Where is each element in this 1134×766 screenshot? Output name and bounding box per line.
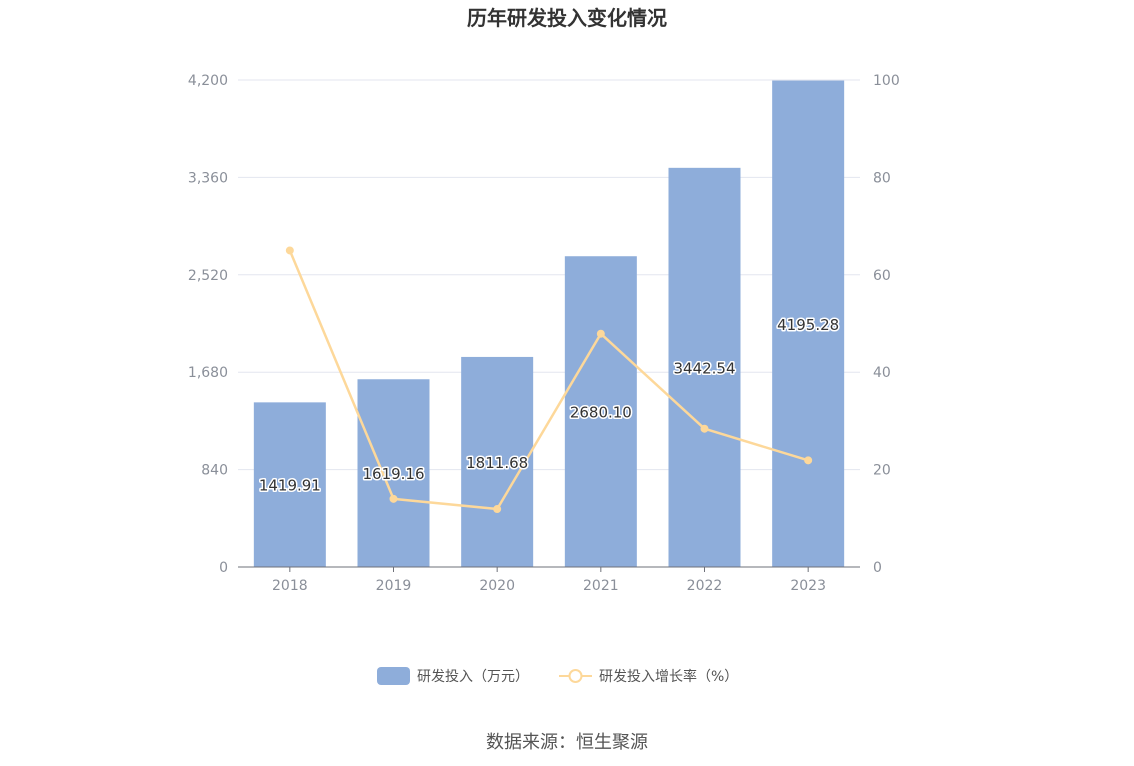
legend-item-bar[interactable]: 研发投入（万元） [377, 667, 529, 685]
bar-data-label: 2680.10 [570, 404, 632, 422]
x-tick-label: 2022 [687, 578, 723, 594]
legend-item-line[interactable]: 研发投入增长率（%） [559, 668, 738, 685]
x-tick-label: 2020 [479, 578, 515, 594]
growth-point [700, 424, 709, 433]
x-tick-label: 2018 [272, 578, 308, 594]
bar [772, 80, 845, 567]
bar [357, 379, 430, 567]
y-left-tick-label: 840 [201, 463, 228, 479]
bar-data-label: 1419.91 [259, 477, 321, 495]
bar-series [253, 80, 845, 567]
y-right-tick-label: 100 [873, 73, 900, 89]
chart-title: 历年研发投入变化情况 [467, 6, 667, 30]
bar [668, 167, 741, 567]
legend-bar-swatch [377, 667, 410, 685]
data-source: 数据来源：恒生聚源 [486, 732, 648, 753]
y-left-tick-label: 4,200 [188, 73, 228, 89]
data-labels: 1419.91 1619.16 1811.68 2680.10 3442.54 4195.… [257, 314, 840, 496]
y-left-tick-label: 2,520 [188, 268, 228, 284]
growth-point [804, 456, 813, 465]
grid-lines [238, 79, 860, 471]
legend-line-marker [568, 669, 583, 683]
y-right-tick-label: 40 [873, 365, 891, 381]
line-series [285, 246, 813, 514]
growth-point [596, 329, 605, 338]
y-left-tick-label: 3,360 [188, 170, 228, 186]
growth-line [288, 249, 809, 511]
bar [253, 402, 326, 567]
y-right-tick-label: 60 [873, 268, 891, 284]
x-tick-label: 2019 [376, 578, 412, 594]
y-right-tick-label: 0 [873, 560, 882, 576]
growth-point [493, 505, 502, 514]
bar [564, 256, 637, 567]
bar-data-label: 1619.16 [362, 465, 424, 483]
bar-data-label: 1811.68 [466, 454, 528, 472]
growth-point [285, 246, 294, 255]
axes: 0 0 840 20 1,680 40 2,520 60 3,360 80 4,200 100 2018… [188, 73, 900, 594]
bar-data-label: 4195.28 [777, 316, 839, 334]
y-right-tick-label: 80 [873, 170, 891, 186]
y-right-tick-label: 20 [873, 463, 891, 479]
bar [461, 356, 534, 567]
y-left-tick-label: 0 [219, 560, 228, 576]
x-tick-label: 2023 [790, 578, 826, 594]
legend[interactable]: 研发投入（万元） 研发投入增长率（%） [377, 667, 738, 685]
growth-point [389, 494, 398, 503]
legend-line-label: 研发投入增长率（%） [599, 668, 738, 685]
x-tick-label: 2021 [583, 578, 619, 594]
legend-bar-label: 研发投入（万元） [417, 669, 529, 685]
bar-data-label: 3442.54 [673, 359, 735, 377]
y-left-tick-label: 1,680 [188, 365, 228, 381]
